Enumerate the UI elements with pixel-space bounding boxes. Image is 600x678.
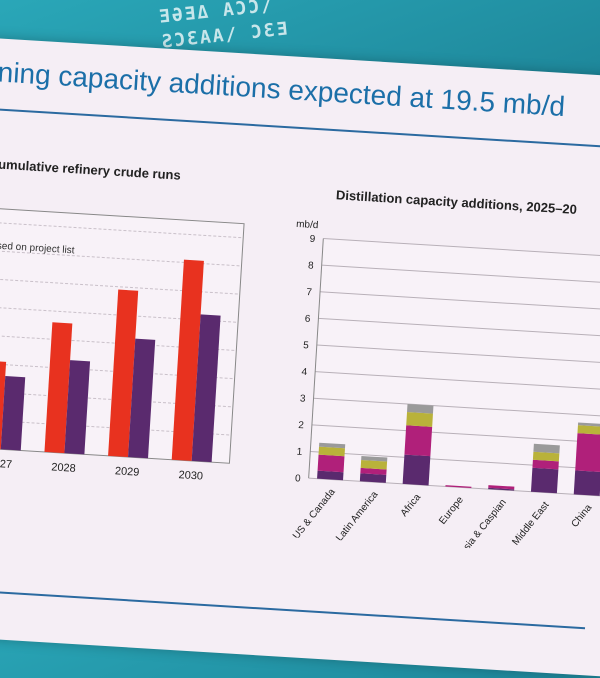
right-bar-segment-2-s3 — [407, 404, 434, 414]
right-bar-segment-1-s3 — [361, 455, 388, 462]
right-bar-segment-6-s3 — [577, 422, 600, 427]
right-bar-segment-0-s1 — [317, 454, 345, 473]
right-gridline — [316, 344, 600, 364]
right-bar-segment-4-s0 — [488, 487, 515, 491]
right-x-tick-label: US & Canada — [291, 486, 338, 541]
right-bar-segment-6-s2 — [577, 425, 600, 435]
right-bar-segment-5-s1 — [532, 459, 559, 470]
right-bar-segment-0-s0 — [317, 470, 344, 481]
right-bar-segment-6-s1 — [575, 433, 600, 472]
right-y-tick-label: 0 — [295, 473, 302, 484]
right-y-tick-label: 7 — [306, 287, 313, 298]
right-bar-segment-3-s1 — [445, 485, 472, 489]
right-gridline — [315, 371, 600, 391]
left-bar-2030-s1 — [191, 314, 221, 463]
right-x-tick-label: Europe — [437, 494, 466, 526]
right-y-tick-label: 9 — [309, 234, 316, 245]
backdrop-screen-text: ƎƏƎΔ AƆƆ/ ƧƆƐAA/ ƆƐƎ — [158, 0, 290, 53]
left-x-tick-label: 2027 — [0, 457, 12, 470]
right-x-tick-label: Latin America — [334, 489, 381, 544]
left-bar-2027-s1 — [0, 375, 26, 451]
right-gridline — [320, 291, 600, 311]
left-x-tick-label: 2030 — [178, 469, 203, 482]
left-gridline — [0, 221, 244, 239]
right-bar-segment-4-s1 — [488, 485, 515, 490]
right-gridline — [310, 450, 600, 471]
footer-rule — [0, 589, 586, 630]
right-gridline — [323, 238, 600, 258]
right-bar-segment-1-s1 — [360, 467, 387, 475]
left-bar-2028-s1 — [64, 360, 91, 455]
right-y-axis-label: mb/d — [296, 219, 319, 231]
left-bar-2029-s0 — [108, 289, 139, 458]
right-y-tick-label: 4 — [301, 367, 308, 378]
right-bar-segment-5-s2 — [532, 451, 560, 462]
left-x-tick-label: 2029 — [115, 465, 140, 478]
right-gridline — [313, 397, 600, 418]
right-bar-segment-5-s3 — [533, 443, 560, 454]
right-bar-segment-5-s0 — [530, 467, 559, 494]
left-bar-chart: ased on project list 2027 2028 2029 2030 — [0, 207, 245, 483]
right-y-tick-label: 2 — [298, 420, 305, 431]
presentation-slide: ning capacity additions expected at 19.5… — [0, 36, 600, 678]
right-y-tick-label: 1 — [296, 447, 303, 458]
right-plot-area — [308, 238, 600, 497]
right-y-tick-label: 3 — [300, 393, 307, 404]
left-bar-2028-s0 — [44, 322, 73, 454]
right-y-tick-label: 6 — [304, 314, 311, 325]
right-gridline — [318, 317, 600, 338]
left-bar-2030-s0 — [171, 259, 204, 461]
right-bar-segment-1-s0 — [359, 473, 387, 483]
right-bar-segment-2-s0 — [402, 454, 431, 486]
right-x-tick-label: Africa — [399, 492, 424, 519]
right-x-tick-label: China — [569, 502, 594, 530]
right-y-axis — [308, 238, 324, 479]
right-bar-segment-1-s2 — [360, 459, 388, 470]
right-bar-segment-0-s3 — [319, 442, 346, 449]
right-y-tick-label: 5 — [303, 340, 310, 351]
right-x-tick-label: Middle East — [510, 500, 551, 548]
left-chart-title: umulative refinery crude runs — [0, 156, 182, 183]
right-bar-segment-0-s2 — [318, 446, 345, 457]
left-bar-2029-s1 — [128, 338, 156, 459]
right-bar-segment-2-s1 — [404, 425, 433, 457]
right-y-tick-label: 8 — [308, 260, 315, 271]
right-gridline — [321, 264, 600, 284]
left-x-tick-label: 2028 — [51, 461, 76, 474]
right-gridline — [311, 424, 600, 444]
left-annotation: ased on project list — [0, 240, 75, 256]
right-bar-segment-2-s2 — [406, 411, 433, 427]
right-bar-segment-6-s0 — [573, 470, 600, 496]
